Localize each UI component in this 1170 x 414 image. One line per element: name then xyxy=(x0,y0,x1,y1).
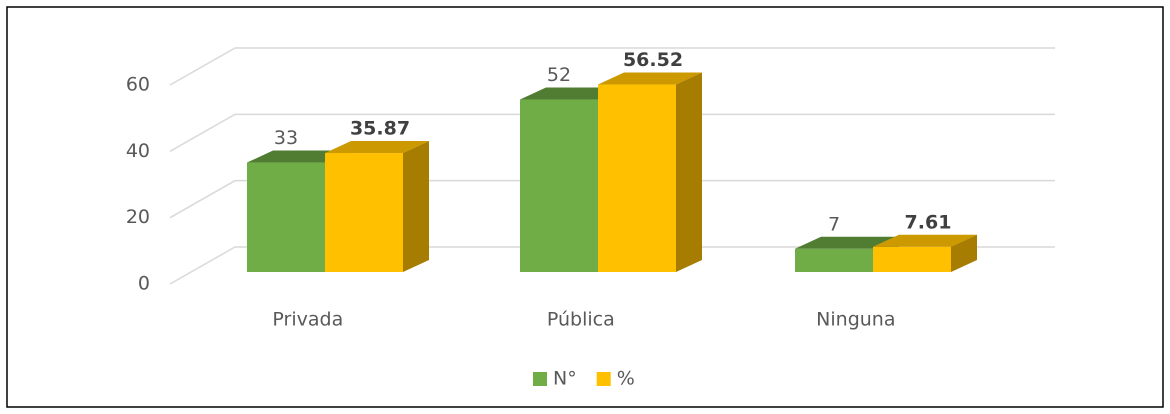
legend-label: N° xyxy=(553,368,577,390)
y-tick-label: 60 xyxy=(126,74,150,96)
x-tick-label: Pública xyxy=(547,309,615,331)
bar-front xyxy=(598,84,676,273)
grid-line xyxy=(169,47,1055,86)
data-label: 7 xyxy=(828,213,840,235)
y-tick-label: 40 xyxy=(126,140,150,162)
y-tick-label: 20 xyxy=(126,206,150,228)
bar-top xyxy=(325,141,429,154)
legend-label: % xyxy=(617,368,635,390)
bar-front xyxy=(873,246,951,272)
grid-line xyxy=(169,246,1055,285)
bar-front xyxy=(520,99,598,273)
x-tick-label: Ninguna xyxy=(816,309,895,331)
legend-swatch xyxy=(596,372,611,386)
bar-top xyxy=(598,72,702,85)
bar-front xyxy=(247,162,325,272)
y-tick-label: 0 xyxy=(138,273,150,295)
data-label: 33 xyxy=(274,127,298,149)
bar-top xyxy=(873,234,977,247)
bar-side xyxy=(676,72,702,273)
bar-front xyxy=(325,153,403,272)
bar-side xyxy=(403,141,429,272)
data-label: 56.52 xyxy=(623,49,683,71)
grid-line xyxy=(169,179,1055,219)
data-label: 7.61 xyxy=(905,211,952,233)
bar-side xyxy=(951,234,977,272)
data-label: 52 xyxy=(547,64,571,86)
data-label: 35.87 xyxy=(350,118,410,140)
grid-line xyxy=(169,113,1055,152)
bar-front xyxy=(795,248,873,272)
bar-top xyxy=(795,236,899,249)
legend-swatch xyxy=(533,372,547,386)
x-tick-label: Privada xyxy=(272,309,343,331)
